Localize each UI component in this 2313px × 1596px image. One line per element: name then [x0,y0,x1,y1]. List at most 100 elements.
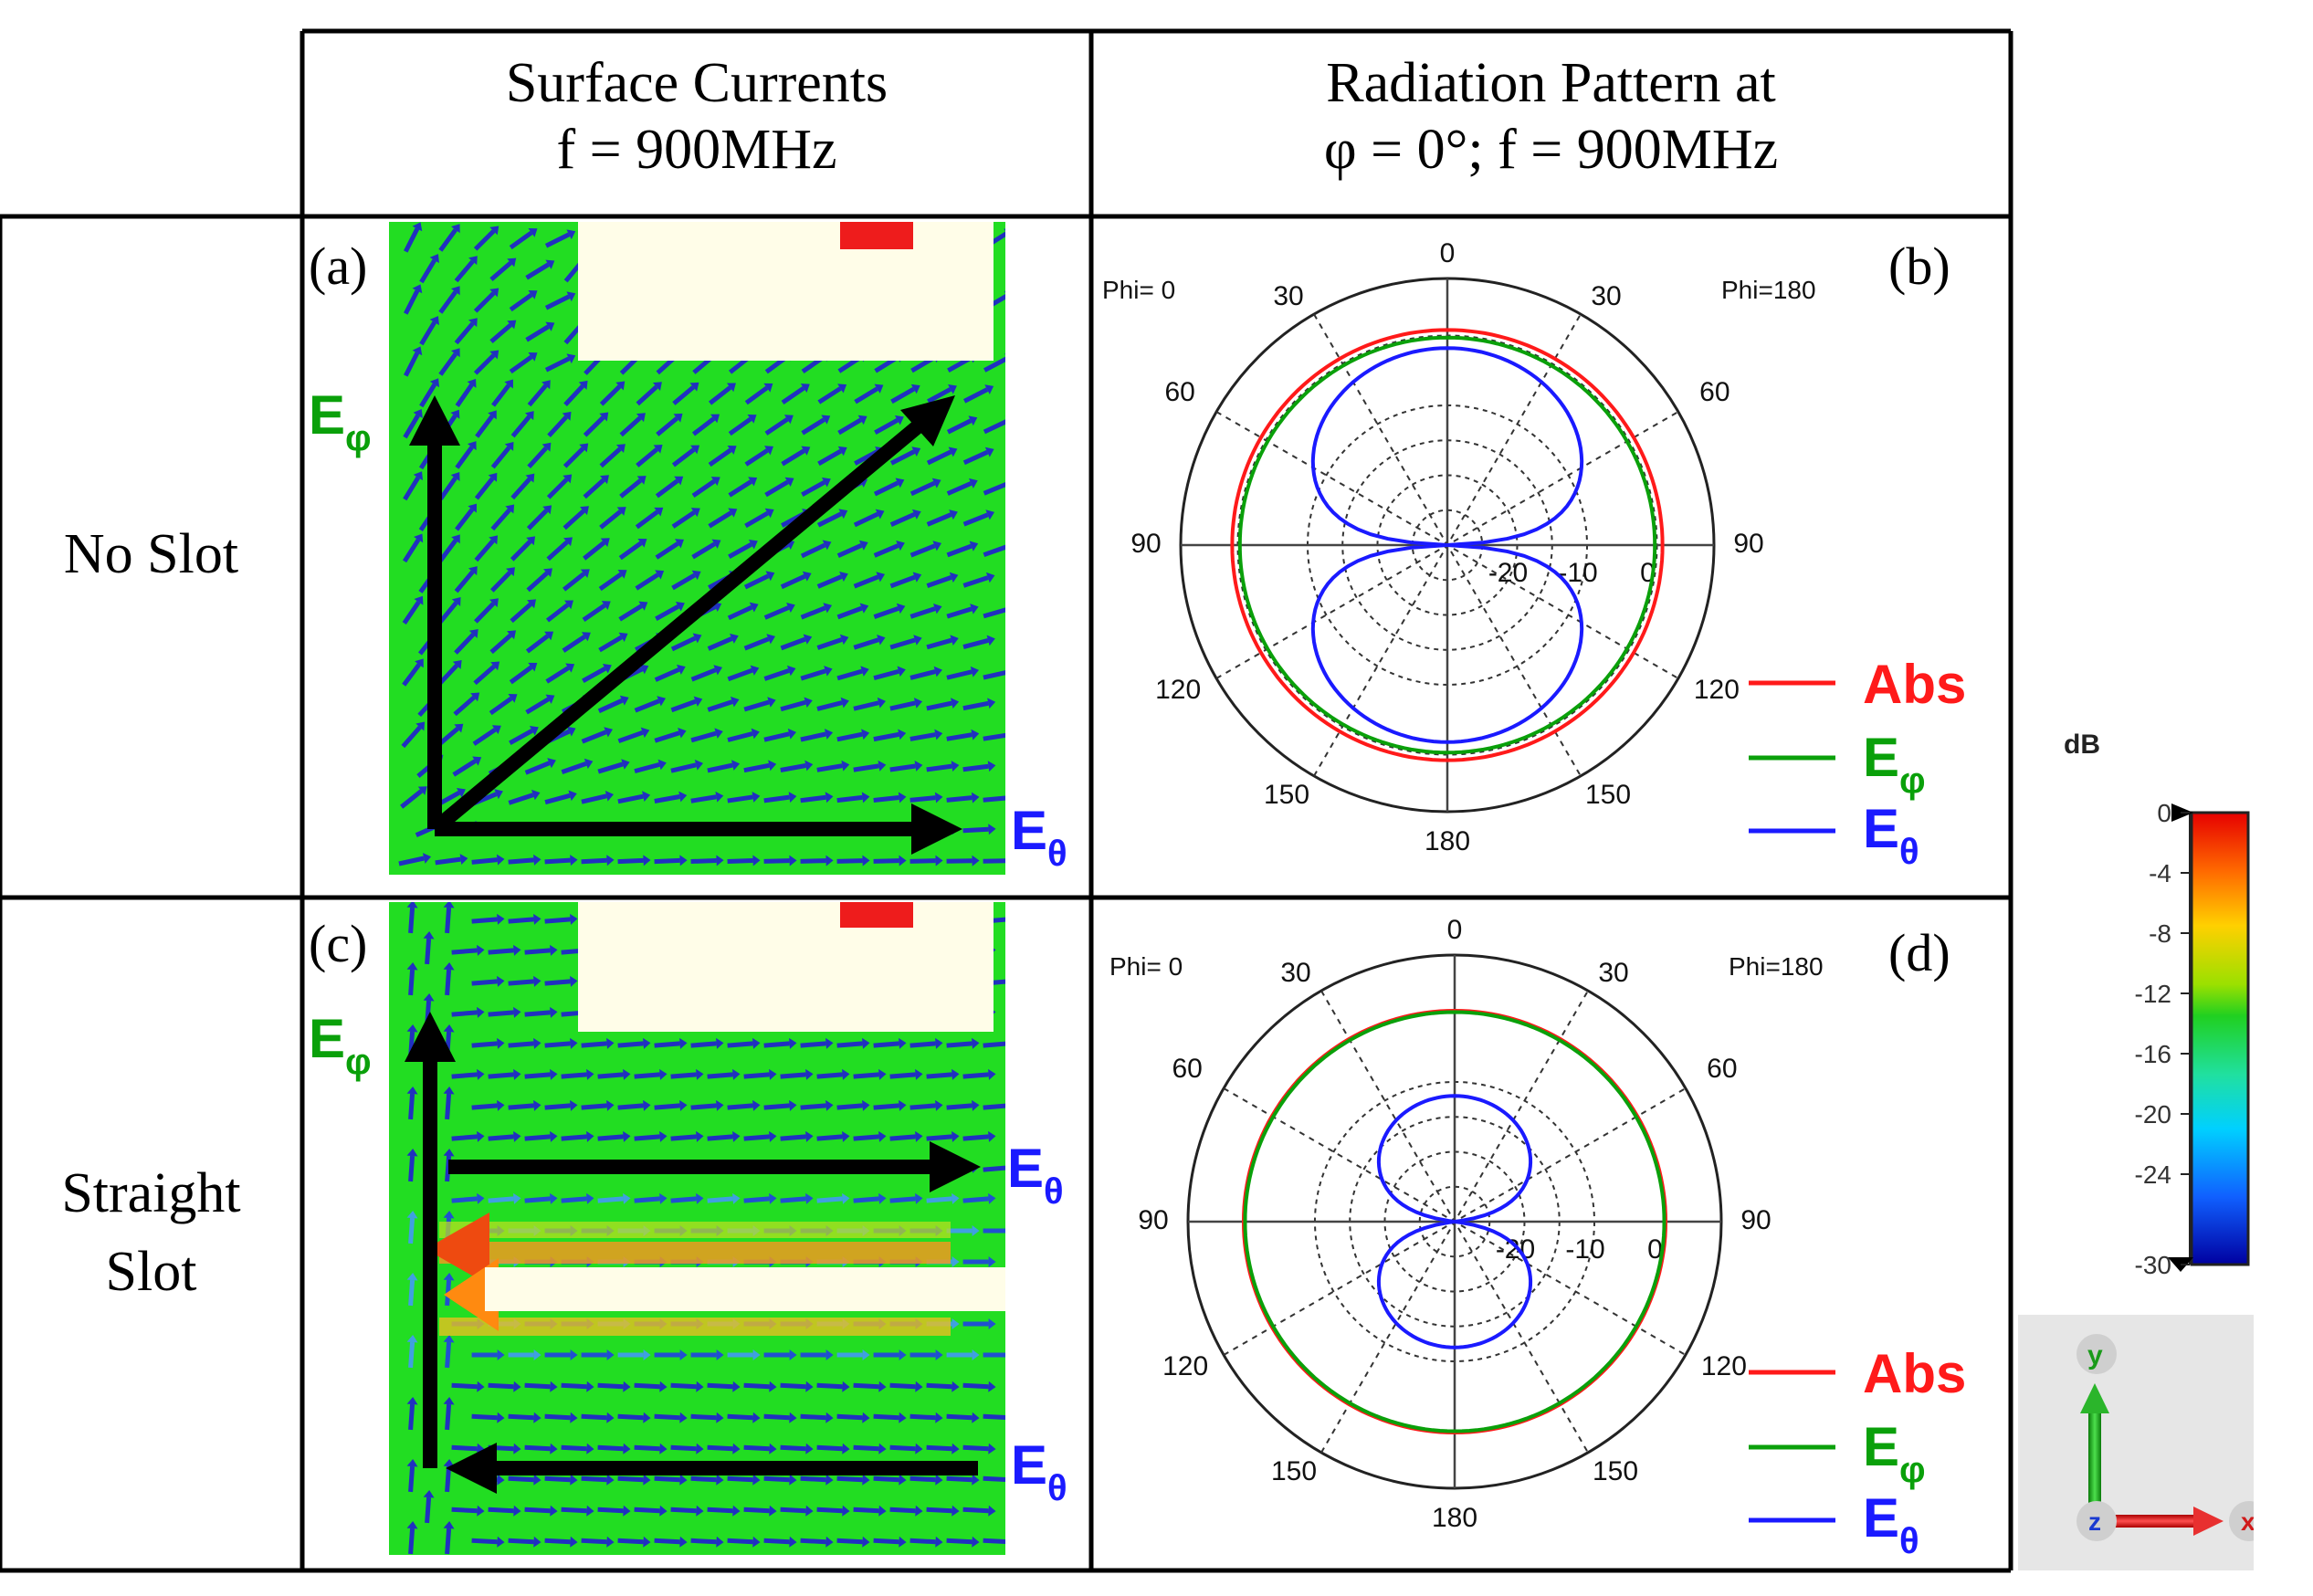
legend-ephi: Eφ [1863,727,1926,801]
colorbar-tick-label: 0 [2157,799,2171,827]
e-phi-label-a: Eφ [309,384,372,458]
series-Eθ [1310,346,1584,744]
polar-angle-label: 150 [1264,780,1309,810]
phi-right-label: Phi=180 [1721,276,1816,304]
row-label-straight-slot: Straight Slot [61,1162,241,1303]
polar-angle-label: 90 [1130,529,1161,559]
polar-radial-label: -20 [1488,558,1528,588]
header-radiation-pattern: Radiation Pattern at φ = 0°; f = 900MHz [1091,50,2011,184]
surface-current-straight-slot [389,902,1005,1555]
polar-angle-label: 30 [1273,281,1303,311]
polar-angle-label: 90 [1733,529,1763,559]
polar-angle-label: 120 [1162,1351,1208,1381]
axis-z-label: z [2088,1507,2101,1536]
polar-radial-label: -10 [1565,1234,1604,1265]
polar-radial-label: -10 [1558,558,1597,588]
header-radiation-line2: φ = 0°; f = 900MHz [1323,119,1779,182]
x-axis-head [2193,1507,2224,1536]
e-phi-arrowhead [405,1012,456,1062]
colorbar-tick-label: -24 [2135,1160,2171,1189]
series-Eφ [1243,1010,1666,1433]
e-phi-arrowhead [409,395,460,446]
slot-notch [578,222,994,361]
panel-label-a: (a) [309,236,368,296]
polar-angle-label: 150 [1271,1456,1317,1486]
polar-angle-label: 120 [1155,675,1201,705]
polar-angle-label: 180 [1432,1503,1477,1533]
polar-angle-label: 120 [1701,1351,1747,1381]
diagonal-arrow [429,412,933,835]
series-Eθ [1376,1094,1533,1349]
e-theta-arrowhead-lower [446,1443,497,1494]
panel-label-d: (d) [1888,923,1950,982]
polar-plot-straight-slot: 0 30 30 60 60 90 90 120 120 150 150 180 -20 -10 0 Phi= … [1109,915,1824,1533]
polar-angle-label: 120 [1694,675,1740,705]
feed-port [840,222,913,249]
colorbar-tick-label: -20 [2135,1100,2171,1129]
diagonal-arrowhead [900,395,955,446]
axis-triad [2018,1315,2254,1570]
y-axis-shaft [2088,1406,2101,1523]
polar-angle-label: 60 [1164,377,1194,407]
colorbar-tick-label: -30 [2135,1251,2171,1279]
legend-b: Abs Eφ Eθ [1749,654,1966,867]
legend-etheta: Eθ [1863,1487,1919,1557]
polar-angle-label: 0 [1447,915,1463,945]
colorbar-tick-label: -12 [2135,980,2171,1008]
colorbar-gradient [2190,811,2250,1266]
colorbar-tick-label: -8 [2149,919,2171,948]
axis-triad-graphic: y z x [2076,1334,2254,1541]
legend-d: Abs Eφ Eθ [1749,1343,1966,1557]
feed-port [840,902,913,928]
phi-left-label: Phi= 0 [1102,276,1175,304]
header-radiation-line1: Radiation Pattern at [1326,52,1776,114]
e-theta-label-c-lower: Eθ [1011,1434,1067,1508]
legend-etheta: Eθ [1863,798,1919,867]
legend-abs: Abs [1863,1343,1966,1404]
polar-angle-label: 90 [1740,1205,1771,1235]
legend-ephi: Eφ [1863,1416,1926,1490]
header-surface-line2: f = 900MHz [556,119,837,182]
panel-label-c: (c) [309,914,368,973]
colorbar-unit: dB [2064,730,2100,760]
polar-radial-label: 0 [1647,1234,1663,1265]
colorbar-tick-label: -4 [2149,859,2171,887]
row-label-no-slot: No Slot [63,523,239,585]
e-theta-arrowhead [911,803,962,855]
polar-angle-label: 60 [1172,1054,1202,1084]
polar-angle-label: 30 [1598,958,1628,988]
panel-label-b: (b) [1888,236,1950,296]
polar-angle-label: 60 [1707,1054,1737,1084]
colorbar-tick-label: -16 [2135,1040,2171,1068]
phi-left-label: Phi= 0 [1109,952,1183,981]
e-theta-label-a: Eθ [1011,800,1067,874]
axis-x-label: x [2241,1507,2254,1536]
series-Abs [1230,328,1665,762]
header-surface-line1: Surface Currents [505,52,888,114]
header-surface-currents: Surface Currents f = 900MHz [302,50,1091,184]
straight-slot [485,1267,1005,1311]
slot-notch [578,902,994,1032]
e-theta-arrowhead-upper [930,1141,981,1192]
series-Eφ [1237,335,1657,755]
axis-y-label: y [2087,1340,2103,1370]
x-axis-shaft [2105,1515,2196,1528]
polar-angle-label: 90 [1138,1205,1168,1235]
legend-abs: Abs [1863,654,1966,715]
y-axis-head [2080,1383,2109,1413]
polar-angle-label: 60 [1699,377,1729,407]
slot-hot-currents [426,1213,951,1336]
surface-current-no-slot [389,222,1005,875]
phi-right-label: Phi=180 [1729,952,1824,981]
polar-radial-label: -20 [1496,1234,1535,1265]
e-phi-label-c: Eφ [309,1008,372,1082]
polar-angle-label: 150 [1593,1456,1638,1486]
polar-angle-label: 30 [1280,958,1310,988]
polar-angle-label: 180 [1425,826,1470,856]
polar-angle-label: 150 [1585,780,1631,810]
e-theta-label-c-upper: Eθ [1007,1138,1064,1212]
colorbar: dB 0 -4 -8 -12 -16 -20 -24 -30 [2064,730,2250,1279]
